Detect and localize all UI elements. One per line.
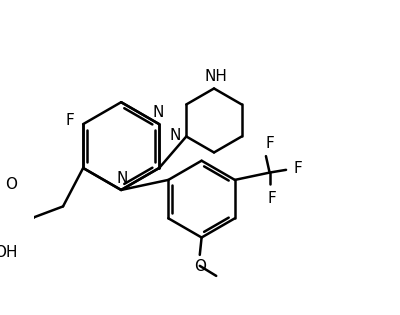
Text: O: O: [194, 260, 206, 274]
Text: N: N: [152, 105, 164, 120]
Text: N: N: [170, 128, 181, 143]
Text: OH: OH: [0, 245, 18, 260]
Text: F: F: [293, 161, 302, 175]
Text: NH: NH: [204, 69, 227, 84]
Text: N: N: [116, 171, 128, 186]
Text: O: O: [5, 177, 17, 192]
Text: F: F: [265, 136, 274, 151]
Text: F: F: [267, 191, 276, 206]
Text: F: F: [66, 113, 75, 128]
